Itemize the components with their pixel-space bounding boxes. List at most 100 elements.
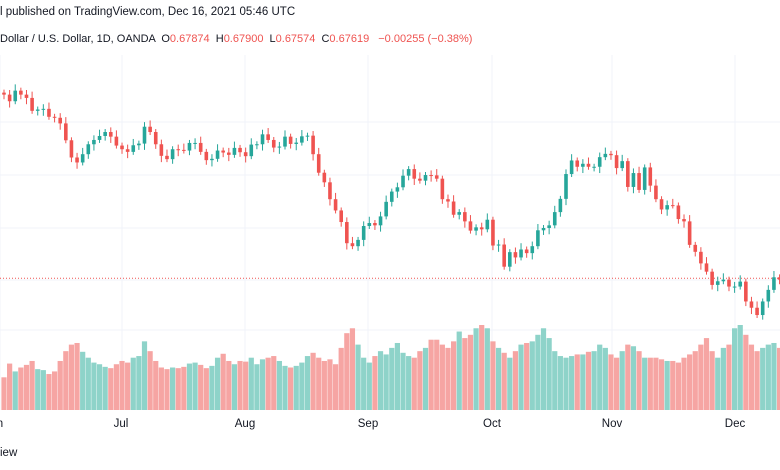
candle-body <box>108 132 113 137</box>
candlesticks <box>2 84 780 320</box>
volume-bar <box>507 357 513 410</box>
volume-bar <box>164 369 170 410</box>
volume-bar <box>316 357 322 410</box>
volume-bar <box>372 356 378 410</box>
volume-bar <box>619 351 625 410</box>
candle-body <box>434 175 439 179</box>
candle-body <box>52 116 57 118</box>
candle-body <box>316 154 321 173</box>
volume-bar <box>271 356 277 410</box>
time-axis: n Jul Aug Sep Oct Nov Dec <box>0 418 745 430</box>
open-value: 0.67874 <box>169 33 210 45</box>
candle-body <box>530 246 535 254</box>
symbol-name[interactable]: Dollar / U.S. Dollar, 1D, OANDA <box>0 33 156 45</box>
volume-bar <box>467 334 474 410</box>
volume-bar <box>630 346 637 410</box>
volume-bar <box>383 354 389 410</box>
candle-body <box>485 219 490 230</box>
volume-bar <box>288 367 294 410</box>
candle-body <box>142 126 147 144</box>
candle-body <box>581 163 585 167</box>
volume-bar <box>591 351 597 410</box>
candle-body <box>406 169 411 176</box>
candle-body <box>221 150 225 153</box>
candle-body <box>451 201 456 215</box>
candle-body <box>333 199 338 211</box>
candle-body <box>603 153 608 158</box>
candle-body <box>232 147 237 155</box>
candle-body <box>345 222 349 244</box>
volume-bar <box>675 362 681 410</box>
volume-bar <box>743 334 749 410</box>
volume-bar <box>574 354 580 410</box>
volume-bar <box>484 328 490 410</box>
volume-bar <box>355 344 361 410</box>
volume-bar <box>192 362 198 410</box>
volume-bars <box>1 325 780 410</box>
volume-bar <box>361 357 367 410</box>
volume-bar <box>518 344 524 410</box>
time-axis-tick-label: Oct <box>483 418 502 430</box>
candle-body <box>114 136 119 146</box>
volume-bar <box>563 357 569 410</box>
volume-bar <box>332 364 339 410</box>
candle-body <box>699 251 703 264</box>
candle-body <box>715 281 720 285</box>
candle-body <box>125 149 130 152</box>
candle-body <box>541 227 546 231</box>
volume-bar <box>259 359 266 410</box>
candle-body <box>367 223 372 226</box>
candle-body <box>300 136 304 143</box>
time-axis-tick-label: Jul <box>114 418 129 430</box>
candle-body <box>654 185 658 200</box>
volume-bar <box>597 344 603 410</box>
volume-bar <box>209 365 215 410</box>
volume-bar <box>664 360 670 410</box>
volume-bar <box>321 360 327 410</box>
volume-bar <box>203 368 209 410</box>
high-value: 0.67900 <box>223 33 264 45</box>
candle-body <box>153 132 158 145</box>
volume-bar <box>411 357 417 410</box>
volume-bar <box>74 342 80 410</box>
candle-body <box>755 307 759 316</box>
volume-bar <box>113 364 119 410</box>
volume-bar <box>529 341 535 410</box>
candle-body <box>569 160 574 175</box>
volume-bar <box>40 370 46 410</box>
volume-bar <box>125 362 131 410</box>
candle-body <box>592 166 596 168</box>
volume-bar <box>540 328 547 410</box>
candle-body <box>693 244 698 252</box>
candle-body <box>64 123 68 141</box>
candle-body <box>215 150 220 159</box>
volume-bar <box>198 364 204 410</box>
candle-body <box>721 279 726 282</box>
candle-body <box>311 135 315 155</box>
candle-body <box>69 140 74 158</box>
volume-bar <box>136 356 142 410</box>
candle-body <box>626 161 630 187</box>
close-value: 0.67619 <box>329 33 370 45</box>
candle-body <box>508 252 512 267</box>
volume-bar <box>703 338 710 410</box>
volume-bar <box>243 361 249 410</box>
candle-body <box>558 198 563 213</box>
volume-bar <box>647 357 653 410</box>
volume-bar <box>85 357 91 410</box>
candle-body <box>479 227 484 230</box>
candle-body <box>727 279 731 287</box>
candle-body <box>519 249 523 258</box>
candle-body <box>738 281 743 287</box>
volume-bar <box>636 351 642 410</box>
candle-body <box>536 230 540 247</box>
candle-body <box>41 108 46 110</box>
volume-bar <box>687 354 693 410</box>
candle-body <box>97 135 102 140</box>
volume-bar <box>400 352 406 410</box>
volume-bar <box>771 342 777 410</box>
candle-body <box>305 135 310 137</box>
volume-bar <box>68 344 75 410</box>
volume-bar <box>214 357 221 410</box>
